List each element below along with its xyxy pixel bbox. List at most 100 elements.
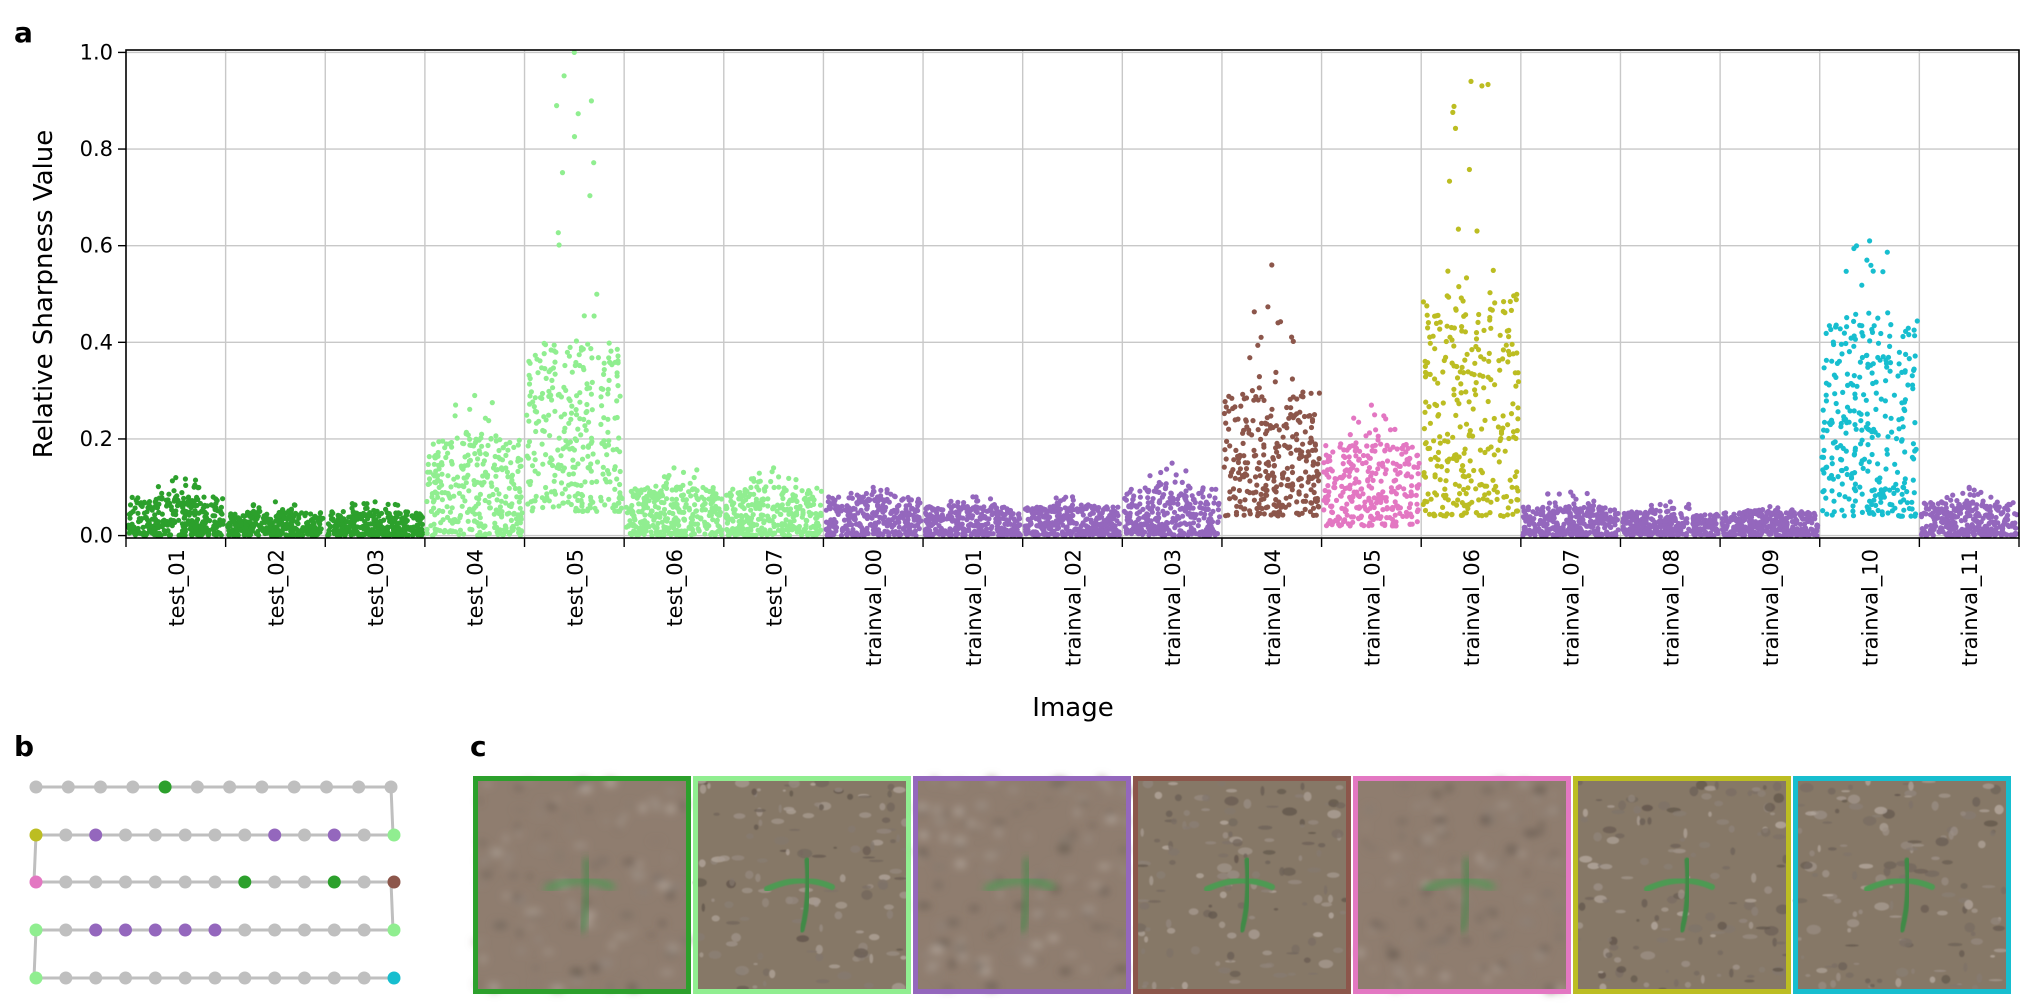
data-point (1447, 334, 1453, 340)
data-point (786, 475, 792, 481)
data-point (1462, 446, 1468, 452)
data-point (783, 527, 789, 533)
data-point (756, 470, 762, 476)
data-point (606, 340, 612, 346)
data-point (532, 498, 538, 504)
data-point (1356, 457, 1362, 463)
data-point (309, 533, 315, 539)
data-point (595, 355, 602, 361)
data-point (1280, 434, 1286, 440)
panel-label-a: a (14, 16, 33, 49)
data-point (1484, 483, 1490, 489)
data-point (1329, 509, 1335, 515)
data-point (467, 406, 473, 412)
data-point (477, 491, 483, 497)
data-point (1325, 497, 1331, 503)
data-point (1227, 473, 1234, 479)
data-point (1240, 440, 1246, 446)
data-point (528, 389, 535, 395)
data-point (789, 525, 796, 531)
data-point (1536, 521, 1542, 527)
data-point (1452, 481, 1458, 487)
data-point (1016, 530, 1022, 537)
data-point (511, 444, 517, 450)
data-point (979, 512, 985, 519)
data-point (801, 527, 807, 533)
data-point (891, 532, 897, 538)
data-point (1393, 491, 1399, 497)
data-point (1513, 383, 1519, 389)
data-point (1257, 473, 1263, 479)
data-point (127, 502, 134, 508)
data-point (701, 502, 707, 508)
data-point (566, 471, 572, 477)
data-point (612, 464, 618, 470)
data-point (1084, 516, 1090, 522)
data-point (623, 504, 630, 510)
data-point (760, 502, 766, 508)
data-point (1016, 514, 1022, 520)
data-point (254, 516, 260, 522)
data-point (1223, 420, 1229, 426)
data-point (331, 531, 337, 537)
data-point (1109, 516, 1115, 522)
data-point (568, 501, 574, 508)
data-point (1035, 523, 1041, 529)
data-point (614, 414, 620, 421)
data-point (142, 515, 148, 521)
data-point (1284, 404, 1290, 411)
data-point (1437, 434, 1443, 440)
data-point (1505, 359, 1511, 365)
data-point (1242, 497, 1248, 503)
data-point (1341, 453, 1347, 459)
data-point (719, 496, 725, 502)
data-point (1477, 447, 1483, 453)
data-point (562, 411, 568, 417)
data-point (585, 341, 591, 347)
data-point (1482, 492, 1488, 498)
data-point (1349, 498, 1355, 504)
data-point (1338, 441, 1344, 447)
data-point (1397, 505, 1403, 511)
data-point (914, 507, 920, 513)
data-point (1375, 433, 1381, 439)
data-point (1437, 326, 1443, 332)
data-point (1042, 514, 1048, 520)
data-point (1302, 506, 1308, 512)
data-point (1060, 522, 1066, 528)
data-point (678, 493, 685, 499)
data-point (1045, 532, 1051, 538)
data-point (563, 438, 569, 444)
data-point (1259, 394, 1265, 400)
data-point (528, 478, 534, 485)
data-point (326, 532, 332, 538)
data-point (1524, 529, 1530, 535)
data-point (781, 532, 787, 538)
data-point (1435, 457, 1441, 463)
data-point (432, 512, 438, 518)
data-point (1587, 529, 1593, 536)
data-point (1711, 513, 1717, 520)
data-point (647, 488, 653, 494)
data-point (1240, 391, 1246, 397)
data-point (624, 510, 631, 516)
data-point (1456, 401, 1462, 407)
data-point (629, 511, 635, 517)
data-point (1251, 497, 1257, 503)
data-point (1581, 504, 1587, 511)
data-point (568, 410, 575, 416)
data-point (493, 433, 499, 439)
data-point (1197, 529, 1203, 536)
data-point (132, 505, 138, 511)
data-point (255, 532, 262, 538)
data-point (474, 462, 480, 468)
data-point (1272, 379, 1278, 385)
data-point (152, 512, 158, 518)
data-point (449, 520, 456, 526)
data-point (558, 453, 564, 459)
data-point (135, 495, 141, 501)
data-point (1451, 392, 1457, 398)
data-point (1500, 413, 1506, 419)
data-point (508, 460, 514, 466)
data-point (882, 528, 888, 535)
